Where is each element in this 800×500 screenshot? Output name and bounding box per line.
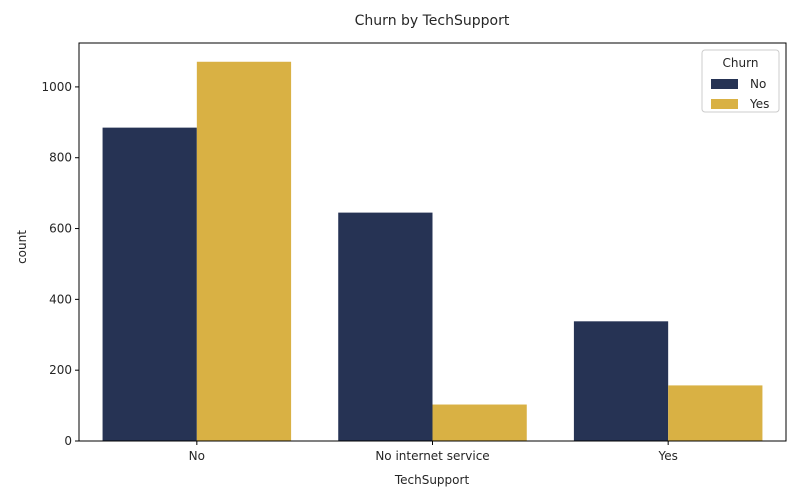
bar-yes-0 [196,61,292,441]
bar-no-0 [102,127,197,441]
chart-title: Churn by TechSupport [355,13,510,29]
y-tick-label: 800 [49,151,72,165]
y-tick-label: 0 [64,434,72,448]
bar-no-2 [573,321,669,441]
bar-yes-2 [668,385,763,441]
legend-label-no: No [750,77,766,91]
x-axis-label: TechSupport [394,473,470,487]
bar-yes-1 [432,404,527,441]
legend: Churn No Yes [701,49,780,113]
y-axis-label: count [15,230,29,264]
legend-box [701,49,780,113]
x-tick-label: No internet service [375,449,489,463]
legend-swatch-no [711,79,738,89]
x-tick-label: No [189,449,205,463]
bar-no-1 [338,212,433,441]
y-tick-label: 200 [49,363,72,377]
y-tick-label: 600 [49,222,72,236]
x-tick-label: Yes [657,449,677,463]
legend-swatch-yes [711,99,738,109]
legend-title: Churn [723,56,759,70]
y-tick-label: 400 [49,292,72,306]
plot-area: 0 200 400 600 800 1000 No No internet service Ye… [41,42,787,463]
y-tick-label: 1000 [41,80,72,94]
legend-label-yes: Yes [749,97,769,111]
